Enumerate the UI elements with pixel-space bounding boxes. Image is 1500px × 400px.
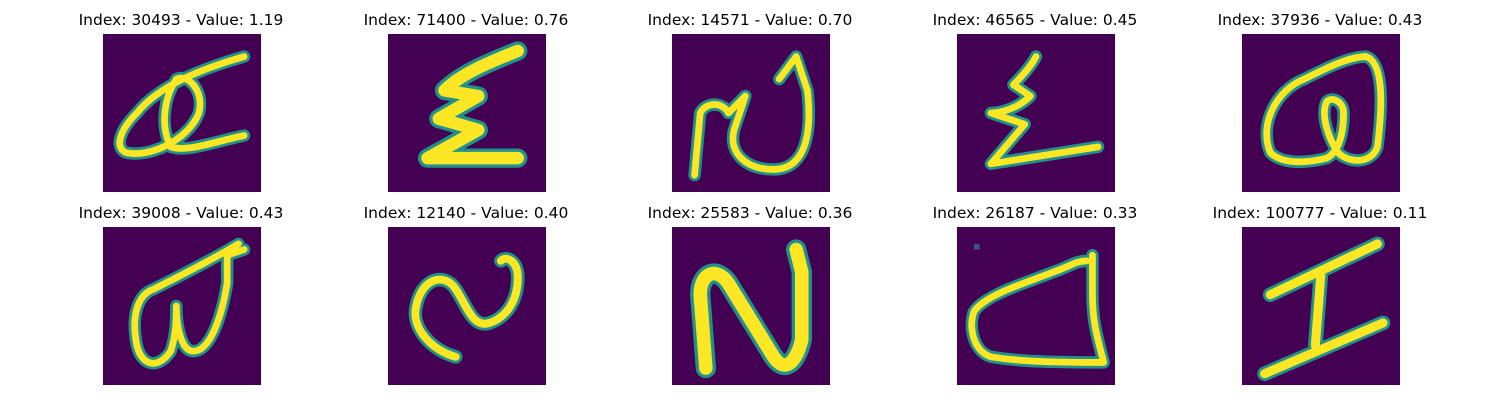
panel-title: Index: 100777 - Value: 0.11: [1212, 204, 1428, 222]
handwritten-glyph-image: [103, 34, 261, 192]
handwritten-glyph-image: [103, 227, 261, 385]
panel-title: Index: 71400 - Value: 0.76: [363, 11, 569, 29]
panel-title: Index: 12140 - Value: 0.40: [363, 204, 569, 222]
panel-title: Index: 25583 - Value: 0.36: [647, 204, 853, 222]
panel-5: Index: 37936 - Value: 0.43: [1190, 0, 1450, 192]
panel-title: Index: 30493 - Value: 1.19: [78, 11, 284, 29]
panel-title: Index: 39008 - Value: 0.43: [78, 204, 284, 222]
handwritten-glyph-image: [388, 34, 546, 192]
panel-1: Index: 30493 - Value: 1.19: [51, 0, 311, 192]
handwritten-glyph-image: [957, 227, 1115, 385]
panel-9: Index: 26187 - Value: 0.33: [905, 193, 1165, 385]
handwritten-glyph-image: [388, 227, 546, 385]
handwritten-glyph-image: [672, 34, 830, 192]
panel-3: Index: 14571 - Value: 0.70: [620, 0, 880, 192]
panel-title: Index: 37936 - Value: 0.43: [1217, 11, 1423, 29]
panel-10: Index: 100777 - Value: 0.11: [1190, 193, 1450, 385]
panel-title: Index: 46565 - Value: 0.45: [932, 11, 1138, 29]
handwritten-glyph-image: [1242, 227, 1400, 385]
handwritten-glyph-image: [957, 34, 1115, 192]
panel-8: Index: 25583 - Value: 0.36: [620, 193, 880, 385]
handwritten-glyph-image: [1242, 34, 1400, 192]
panel-6: Index: 39008 - Value: 0.43: [51, 193, 311, 385]
panel-4: Index: 46565 - Value: 0.45: [905, 0, 1165, 192]
panel-title: Index: 26187 - Value: 0.33: [932, 204, 1138, 222]
panel-title: Index: 14571 - Value: 0.70: [647, 11, 853, 29]
handwritten-glyph-image: [672, 227, 830, 385]
panel-7: Index: 12140 - Value: 0.40: [336, 193, 596, 385]
panel-2: Index: 71400 - Value: 0.76: [336, 0, 596, 192]
